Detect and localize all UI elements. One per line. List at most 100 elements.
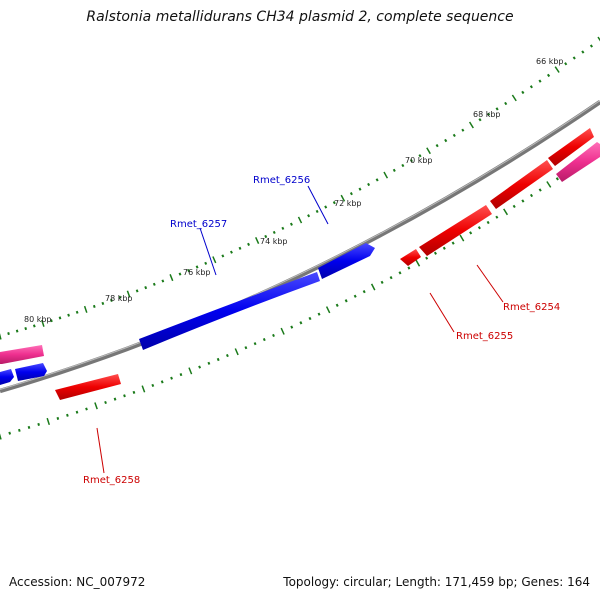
minor-tick [75,410,79,414]
gene-red-small[interactable] [400,249,421,266]
minor-tick [66,413,69,417]
map-title: Ralstonia metallidurans CH34 plasmid 2, … [86,9,514,25]
gene-rmet-6257[interactable] [139,272,320,350]
minor-tick [308,316,312,321]
gene-rmet-6255[interactable] [419,205,492,256]
minor-tick [67,313,70,317]
minor-tick [344,299,348,303]
minor-tick [380,280,384,284]
gene-label-rmet-6258[interactable]: Rmet_6258 [83,475,140,486]
major-tick [212,256,217,264]
minor-tick [504,101,508,106]
minor-tick [8,431,12,435]
minor-tick [512,204,516,209]
minor-tick [572,56,576,60]
minor-tick [425,256,429,260]
minor-tick [204,261,208,265]
minor-tick [451,241,455,245]
gene-label-rmet-6257[interactable]: Rmet_6257 [170,219,227,230]
gene-rmet-6258[interactable] [55,374,121,400]
gene-rmet-6256[interactable] [318,243,375,279]
accession-label: Accession: NC_007972 [9,575,146,589]
minor-tick [389,276,393,280]
minor-tick [409,158,413,163]
gene-label-rmet-6255[interactable]: Rmet_6255 [456,331,513,342]
minor-tick [461,128,465,132]
minor-tick [299,321,303,325]
gene-pink-right[interactable] [556,142,600,182]
minor-tick [225,354,229,358]
minor-tick [452,133,456,138]
major-tick [503,208,509,216]
minor-tick [486,220,490,225]
minor-tick [281,226,285,230]
major-tick [468,121,474,129]
minor-tick [398,271,402,275]
minor-tick [123,394,126,398]
gene-label-rmet-6256[interactable]: Rmet_6256 [253,175,310,186]
major-tick [546,181,552,188]
minor-tick [264,234,268,239]
scale-label-66kbp: 66 kbp [536,57,564,66]
minor-tick [229,250,233,254]
minor-tick [253,342,257,346]
scale-label-68kbp: 68 kbp [473,110,501,119]
gene-pink-forward-left[interactable] [0,345,44,364]
gene-label-rmet-6254[interactable]: Rmet_6254 [503,302,560,313]
major-tick [46,417,51,426]
minor-tick [418,154,422,158]
minor-tick [113,397,117,401]
minor-tick [353,294,357,298]
minor-tick [151,383,155,387]
outer-scale-ticks [0,36,600,340]
minor-tick [487,112,491,116]
plasmid-backbone [0,100,600,394]
major-tick [511,94,517,102]
minor-tick [221,254,225,258]
minor-tick [24,326,28,331]
minor-tick [564,62,568,66]
minor-tick [529,193,534,198]
minor-tick [85,407,88,411]
minor-tick [477,226,481,230]
minor-tick [538,188,542,192]
minor-tick [332,201,336,205]
minor-tick [37,422,40,426]
minor-tick [315,209,319,214]
minor-tick [216,357,220,362]
major-tick [0,333,2,340]
minor-tick [244,346,248,350]
minor-tick [444,138,448,143]
major-tick [459,234,465,242]
minor-tick [247,242,251,247]
gene-red-upper-right[interactable] [548,128,594,166]
minor-tick [195,265,199,269]
minor-tick [478,118,482,122]
leader-rmet-6255 [429,292,455,333]
major-tick [426,147,431,155]
scale-label-74kbp: 74 kbp [260,237,288,246]
gene-blue-forward-left-a[interactable] [0,369,14,385]
major-tick [41,319,45,327]
minor-tick [495,215,499,219]
major-tick [554,66,560,73]
topology-stats: Topology: circular; Length: 171,459 bp; … [283,575,590,589]
minor-tick [161,279,165,283]
minor-tick [495,107,499,111]
plasmid-backbone-highlight [0,100,600,390]
minor-tick [101,301,105,306]
gene-rmet-6254[interactable] [490,160,553,209]
minor-tick [442,246,446,250]
major-tick [415,259,421,267]
gene-blue-forward-left-b[interactable] [15,363,47,381]
major-tick [0,433,2,440]
minor-tick [152,282,156,286]
forward-genes [0,243,375,385]
minor-tick [589,44,594,48]
minor-tick [581,50,585,54]
major-tick [340,194,346,202]
minor-tick [50,319,53,323]
minor-tick [435,144,439,148]
minor-tick [349,192,353,196]
